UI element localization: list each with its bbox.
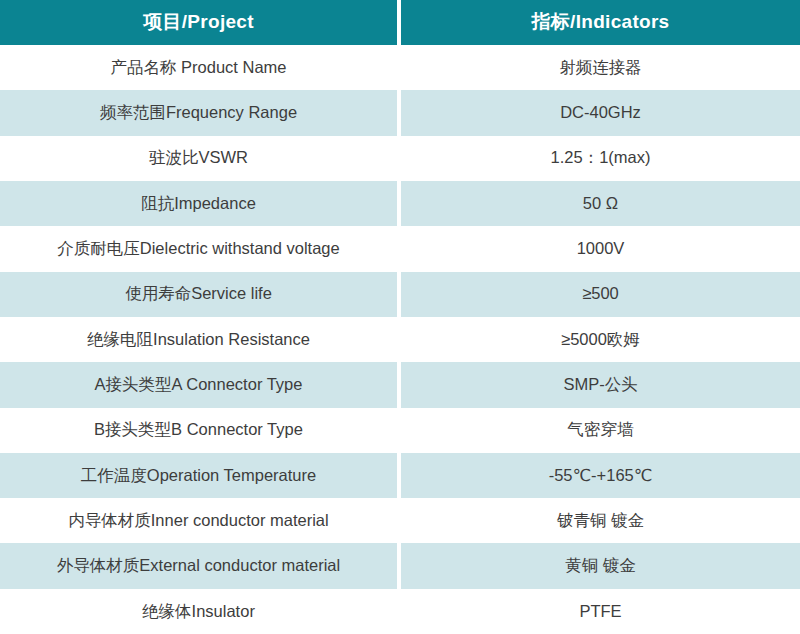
table-row: 阻抗Impedance50 Ω xyxy=(0,181,800,226)
indicator-cell: SMP-公头 xyxy=(401,362,800,407)
table-header-row: 项目/Project 指标/Indicators xyxy=(0,0,800,45)
project-cell: A接头类型A Connector Type xyxy=(0,362,397,407)
indicator-cell: 射频连接器 xyxy=(401,45,800,90)
table-row: 产品名称 Product Name射频连接器 xyxy=(0,45,800,90)
indicator-cell: 铍青铜 镀金 xyxy=(401,498,800,543)
indicator-cell: 1000V xyxy=(401,226,800,271)
project-cell: 绝缘体Insulator xyxy=(0,589,397,634)
project-cell: 外导体材质External conductor material xyxy=(0,543,397,588)
project-cell: 工作温度Operation Temperature xyxy=(0,453,397,498)
header-cell-indicators: 指标/Indicators xyxy=(401,0,800,45)
product-spec-table: 项目/Project 指标/Indicators 产品名称 Product Na… xyxy=(0,0,800,634)
project-cell: 使用寿命Service life xyxy=(0,272,397,317)
table-row: 驻波比VSWR1.25：1(max) xyxy=(0,136,800,181)
project-cell: 内导体材质Inner conductor material xyxy=(0,498,397,543)
project-cell: 频率范围Frequency Range xyxy=(0,90,397,135)
table-row: 绝缘体InsulatorPTFE xyxy=(0,589,800,634)
table-row: 绝缘电阻Insulation Resistance≥5000欧姆 xyxy=(0,317,800,362)
header-cell-project: 项目/Project xyxy=(0,0,397,45)
indicator-cell: ≥500 xyxy=(401,272,800,317)
indicator-cell: 50 Ω xyxy=(401,181,800,226)
project-cell: B接头类型B Connector Type xyxy=(0,408,397,453)
indicator-cell: ≥5000欧姆 xyxy=(401,317,800,362)
table-row: 工作温度Operation Temperature-55℃-+165℃ xyxy=(0,453,800,498)
table-row: 使用寿命Service life≥500 xyxy=(0,272,800,317)
indicator-cell: -55℃-+165℃ xyxy=(401,453,800,498)
indicator-cell: PTFE xyxy=(401,589,800,634)
indicator-cell: 1.25：1(max) xyxy=(401,136,800,181)
project-cell: 阻抗Impedance xyxy=(0,181,397,226)
indicator-cell: DC-40GHz xyxy=(401,90,800,135)
table-row: 介质耐电压Dielectric withstand voltage1000V xyxy=(0,226,800,271)
table-row: B接头类型B Connector Type气密穿墙 xyxy=(0,408,800,453)
table-row: 外导体材质External conductor material黄铜 镀金 xyxy=(0,543,800,588)
project-cell: 介质耐电压Dielectric withstand voltage xyxy=(0,226,397,271)
project-cell: 驻波比VSWR xyxy=(0,136,397,181)
project-cell: 绝缘电阻Insulation Resistance xyxy=(0,317,397,362)
project-cell: 产品名称 Product Name xyxy=(0,45,397,90)
indicator-cell: 黄铜 镀金 xyxy=(401,543,800,588)
indicator-cell: 气密穿墙 xyxy=(401,408,800,453)
table-row: A接头类型A Connector TypeSMP-公头 xyxy=(0,362,800,407)
table-row: 频率范围Frequency RangeDC-40GHz xyxy=(0,90,800,135)
table-row: 内导体材质Inner conductor material铍青铜 镀金 xyxy=(0,498,800,543)
